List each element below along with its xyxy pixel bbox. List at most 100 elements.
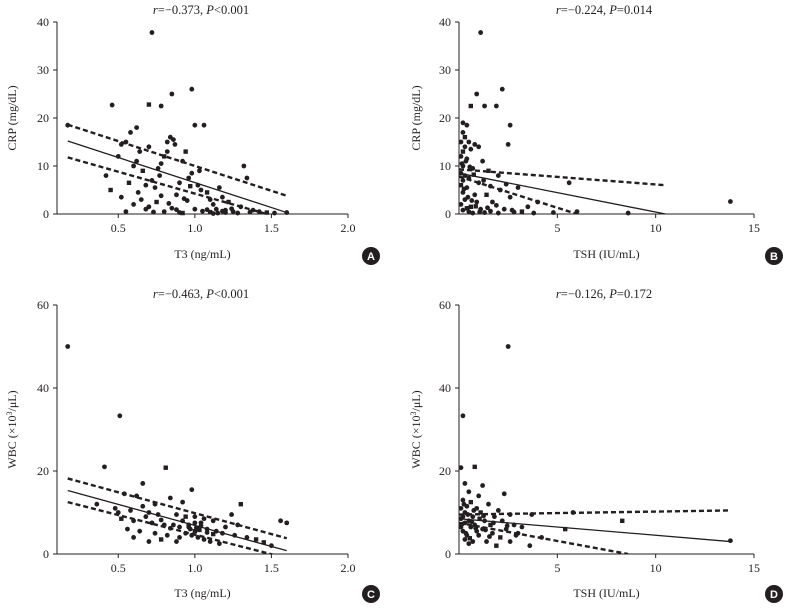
- data-point: [728, 538, 733, 544]
- data-point: [477, 209, 483, 215]
- data-point: [466, 489, 472, 495]
- fit-line: [459, 518, 731, 543]
- x-tick-label: 2.0: [341, 561, 356, 575]
- data-point: [112, 505, 118, 511]
- data-point: [167, 525, 173, 531]
- data-point: [204, 190, 210, 195]
- data-point: [215, 210, 221, 216]
- y-tick-label: 60: [37, 298, 49, 312]
- data-point: [484, 192, 489, 197]
- data-point: [480, 483, 485, 488]
- data-point: [143, 182, 149, 188]
- y-tick-label: 40: [439, 381, 451, 395]
- data-point: [134, 158, 140, 164]
- data-point: [216, 185, 222, 191]
- y-tick-label: 30: [439, 63, 451, 77]
- fit-line: [459, 172, 666, 214]
- y-tick-label: 10: [37, 159, 49, 173]
- fit-line: [67, 140, 287, 214]
- data-point: [223, 524, 228, 530]
- data-point: [469, 519, 475, 525]
- data-point: [495, 173, 501, 179]
- y-tick-label: 20: [37, 111, 49, 125]
- data-point: [494, 543, 499, 548]
- data-point: [519, 209, 525, 214]
- data-point: [140, 503, 146, 509]
- data-point: [201, 516, 207, 522]
- data-point: [118, 194, 124, 200]
- data-point: [151, 209, 156, 215]
- data-point: [155, 166, 161, 171]
- stat-annotation: r=−0.224, P=0.014: [556, 3, 653, 17]
- data-point: [505, 142, 511, 147]
- data-point: [563, 526, 568, 532]
- data-point: [140, 168, 145, 173]
- data-points: [458, 30, 733, 216]
- data-point: [485, 205, 490, 211]
- data-point: [468, 103, 473, 109]
- data-point: [131, 518, 136, 524]
- data-point: [238, 502, 243, 507]
- data-point: [551, 210, 556, 215]
- y-tick-label: 20: [439, 111, 451, 125]
- data-point: [177, 524, 182, 530]
- data-point: [152, 530, 158, 536]
- data-point: [121, 491, 127, 497]
- data-point: [174, 539, 179, 544]
- data-point: [256, 209, 262, 215]
- panel-badge: C: [362, 585, 380, 603]
- data-point: [499, 86, 505, 92]
- stat-annotation: r=−0.463, P<0.001: [153, 287, 249, 301]
- data-point: [470, 514, 476, 520]
- data-point: [471, 172, 476, 177]
- x-tick-label: 0.5: [111, 221, 126, 235]
- data-point: [200, 208, 205, 214]
- data-point: [490, 530, 495, 536]
- data-point: [272, 210, 277, 216]
- x-tick-label: 1.0: [187, 221, 202, 235]
- data-point: [123, 139, 129, 145]
- data-point: [235, 522, 241, 528]
- data-point: [241, 163, 247, 169]
- data-point: [477, 516, 482, 521]
- data-points: [65, 30, 290, 216]
- data-point: [460, 497, 466, 503]
- data-point: [458, 202, 464, 207]
- data-point: [460, 413, 466, 419]
- data-point: [149, 520, 155, 526]
- data-point: [171, 522, 176, 528]
- data-point: [495, 210, 501, 216]
- data-point: [189, 170, 195, 176]
- data-point: [207, 539, 213, 544]
- data-point: [158, 537, 164, 542]
- x-tick-label: 5: [554, 561, 560, 575]
- data-point: [115, 510, 121, 515]
- data-point: [180, 518, 185, 524]
- data-point: [189, 532, 195, 538]
- stat-annotation: r=−0.373, P<0.001: [153, 3, 249, 17]
- data-point: [204, 526, 210, 532]
- data-point: [226, 199, 231, 205]
- data-point: [192, 528, 198, 534]
- data-point: [460, 178, 466, 183]
- data-point: [625, 210, 631, 216]
- x-tick-label: 10: [650, 221, 662, 235]
- panel-c: 0 20 40 60 0.5 1.0 1.5 2.0 T3 (ng/mL) WBC (×103/μ…: [5, 287, 380, 603]
- data-point: [465, 512, 471, 517]
- panel-b: 0 10 20 30 40 5 10 15 TSH (IU/mL) CRP (mg/dL) r=−0…: [409, 3, 783, 265]
- data-point: [261, 540, 266, 545]
- data-point: [181, 196, 187, 202]
- data-point: [169, 91, 175, 97]
- data-point: [482, 518, 487, 524]
- data-point: [509, 207, 515, 213]
- data-point: [149, 30, 155, 35]
- panel-badge: B: [765, 247, 783, 265]
- data-point: [192, 520, 198, 526]
- data-point: [466, 541, 472, 547]
- data-points: [458, 344, 733, 549]
- panel-a: 0 10 20 30 40 0.5 1.0 1.5 2.0 T3 (ng/mL) CRP (mg/d…: [5, 3, 380, 265]
- data-point: [164, 532, 170, 538]
- regression-lines: [67, 123, 288, 214]
- data-point: [123, 209, 129, 215]
- ci-upper-line: [459, 168, 666, 187]
